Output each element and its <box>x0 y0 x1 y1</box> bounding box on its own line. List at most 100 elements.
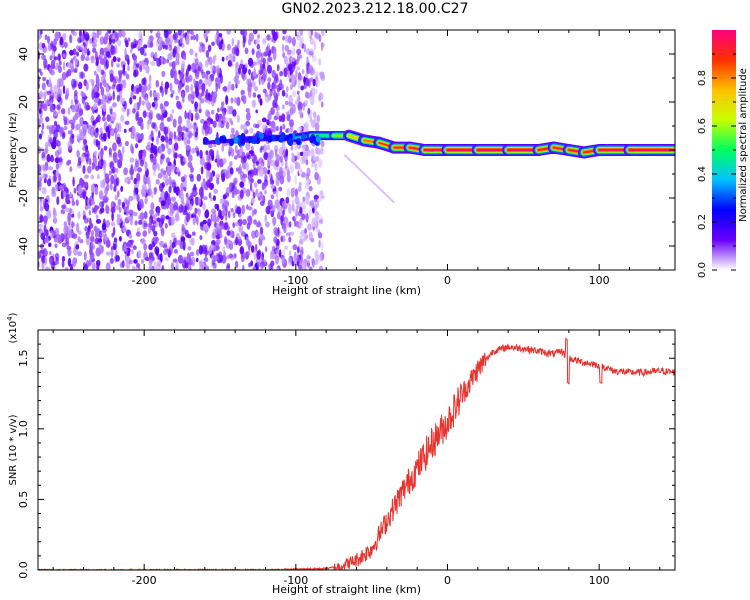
noise-blob <box>148 74 152 82</box>
noise-blob <box>93 98 99 104</box>
top-y-tick-label: 0 <box>17 147 30 154</box>
noise-blob <box>312 55 317 63</box>
noise-blob <box>288 256 292 266</box>
noise-blob <box>190 35 193 41</box>
noise-blob <box>314 249 319 258</box>
noise-blob <box>244 47 249 55</box>
noise-blob <box>85 181 88 188</box>
noise-blob <box>286 113 291 122</box>
noise-blob <box>257 34 261 39</box>
noise-blob <box>149 219 153 229</box>
noise-blob <box>38 31 41 41</box>
noise-blob <box>53 110 57 116</box>
noise-blob <box>184 75 188 82</box>
noise-blob <box>247 57 254 67</box>
noise-blob <box>38 68 42 73</box>
noise-blob <box>195 257 199 263</box>
noise-blob <box>217 107 220 113</box>
noise-blob <box>266 144 271 151</box>
noise-blob <box>177 88 181 94</box>
bottom-plot-frame <box>37 329 676 571</box>
noise-blob <box>138 198 144 209</box>
noise-blob <box>113 157 118 164</box>
noise-blob <box>90 55 95 64</box>
noise-blob <box>157 206 161 216</box>
noise-blob <box>306 92 311 99</box>
noise-blob <box>80 53 86 62</box>
noise-blob <box>305 159 309 166</box>
noise-blob <box>236 114 240 123</box>
noise-blob <box>84 33 90 41</box>
noise-blob <box>153 145 158 156</box>
noise-blob <box>281 83 285 91</box>
bottom-y-axis: 0.0 0.5 1.0 1.5 SNR (10 * v/v) (x104) <box>6 312 675 579</box>
noise-blob <box>135 231 141 237</box>
noise-blob <box>199 149 203 159</box>
noise-blob <box>240 124 244 130</box>
noise-blob <box>246 78 252 86</box>
noise-blob <box>232 222 235 228</box>
noise-blob <box>234 186 238 196</box>
noise-blob <box>193 78 196 85</box>
noise-blob <box>71 200 76 207</box>
noise-blob <box>214 54 217 60</box>
noise-blob <box>124 140 129 147</box>
noise-blob <box>187 203 190 212</box>
noise-blob <box>314 214 320 221</box>
noise-blob <box>123 128 127 133</box>
noise-blob <box>273 115 278 121</box>
noise-blob <box>259 226 264 235</box>
noise-blob <box>294 99 300 105</box>
noise-blob <box>49 257 53 265</box>
noise-blob <box>113 237 118 243</box>
noise-blob <box>138 150 143 160</box>
noise-blob <box>87 165 92 174</box>
noise-blob <box>193 58 199 64</box>
noise-blob <box>192 34 197 41</box>
noise-blob <box>252 92 257 98</box>
noise-blob <box>110 59 114 68</box>
noise-blob <box>63 126 68 131</box>
noise-blob <box>242 219 247 226</box>
noise-blob <box>74 57 78 66</box>
noise-blob <box>258 167 264 177</box>
ridge-spot <box>214 137 220 145</box>
noise-blob <box>270 250 275 260</box>
colorbar-gradient <box>712 30 736 270</box>
noise-blob <box>233 97 239 104</box>
noise-blob <box>54 150 60 158</box>
noise-blob <box>212 120 217 128</box>
noise-blob <box>182 125 187 132</box>
noise-blob <box>242 123 247 132</box>
frequency-ridge <box>202 129 675 159</box>
noise-blob <box>302 260 308 268</box>
noise-blob <box>69 166 73 173</box>
noise-blob <box>206 154 211 163</box>
noise-blob <box>301 68 305 75</box>
noise-blob <box>247 84 252 93</box>
noise-blob <box>74 112 79 121</box>
noise-blob <box>168 62 174 67</box>
noise-blob <box>48 76 52 85</box>
noise-blob <box>310 199 315 206</box>
noise-blob <box>213 188 218 194</box>
noise-blob <box>109 38 112 45</box>
noise-blob <box>245 108 250 113</box>
noise-blob <box>229 133 234 140</box>
noise-blob <box>306 62 310 68</box>
noise-blob <box>223 251 227 257</box>
noise-blob <box>229 161 233 167</box>
noise-blob <box>128 209 134 216</box>
noise-blob <box>279 167 284 175</box>
noise-blob <box>110 206 116 213</box>
noise-blob <box>238 164 242 174</box>
noise-blob <box>59 126 64 134</box>
ridge-spot <box>287 138 293 146</box>
noise-blob <box>222 107 227 116</box>
noise-blob <box>244 73 248 80</box>
noise-blob <box>75 199 79 207</box>
noise-blob <box>156 217 161 223</box>
colorbar-tick-label: 0.2 <box>697 214 708 230</box>
snr-data <box>38 337 675 570</box>
noise-blob <box>104 186 108 196</box>
